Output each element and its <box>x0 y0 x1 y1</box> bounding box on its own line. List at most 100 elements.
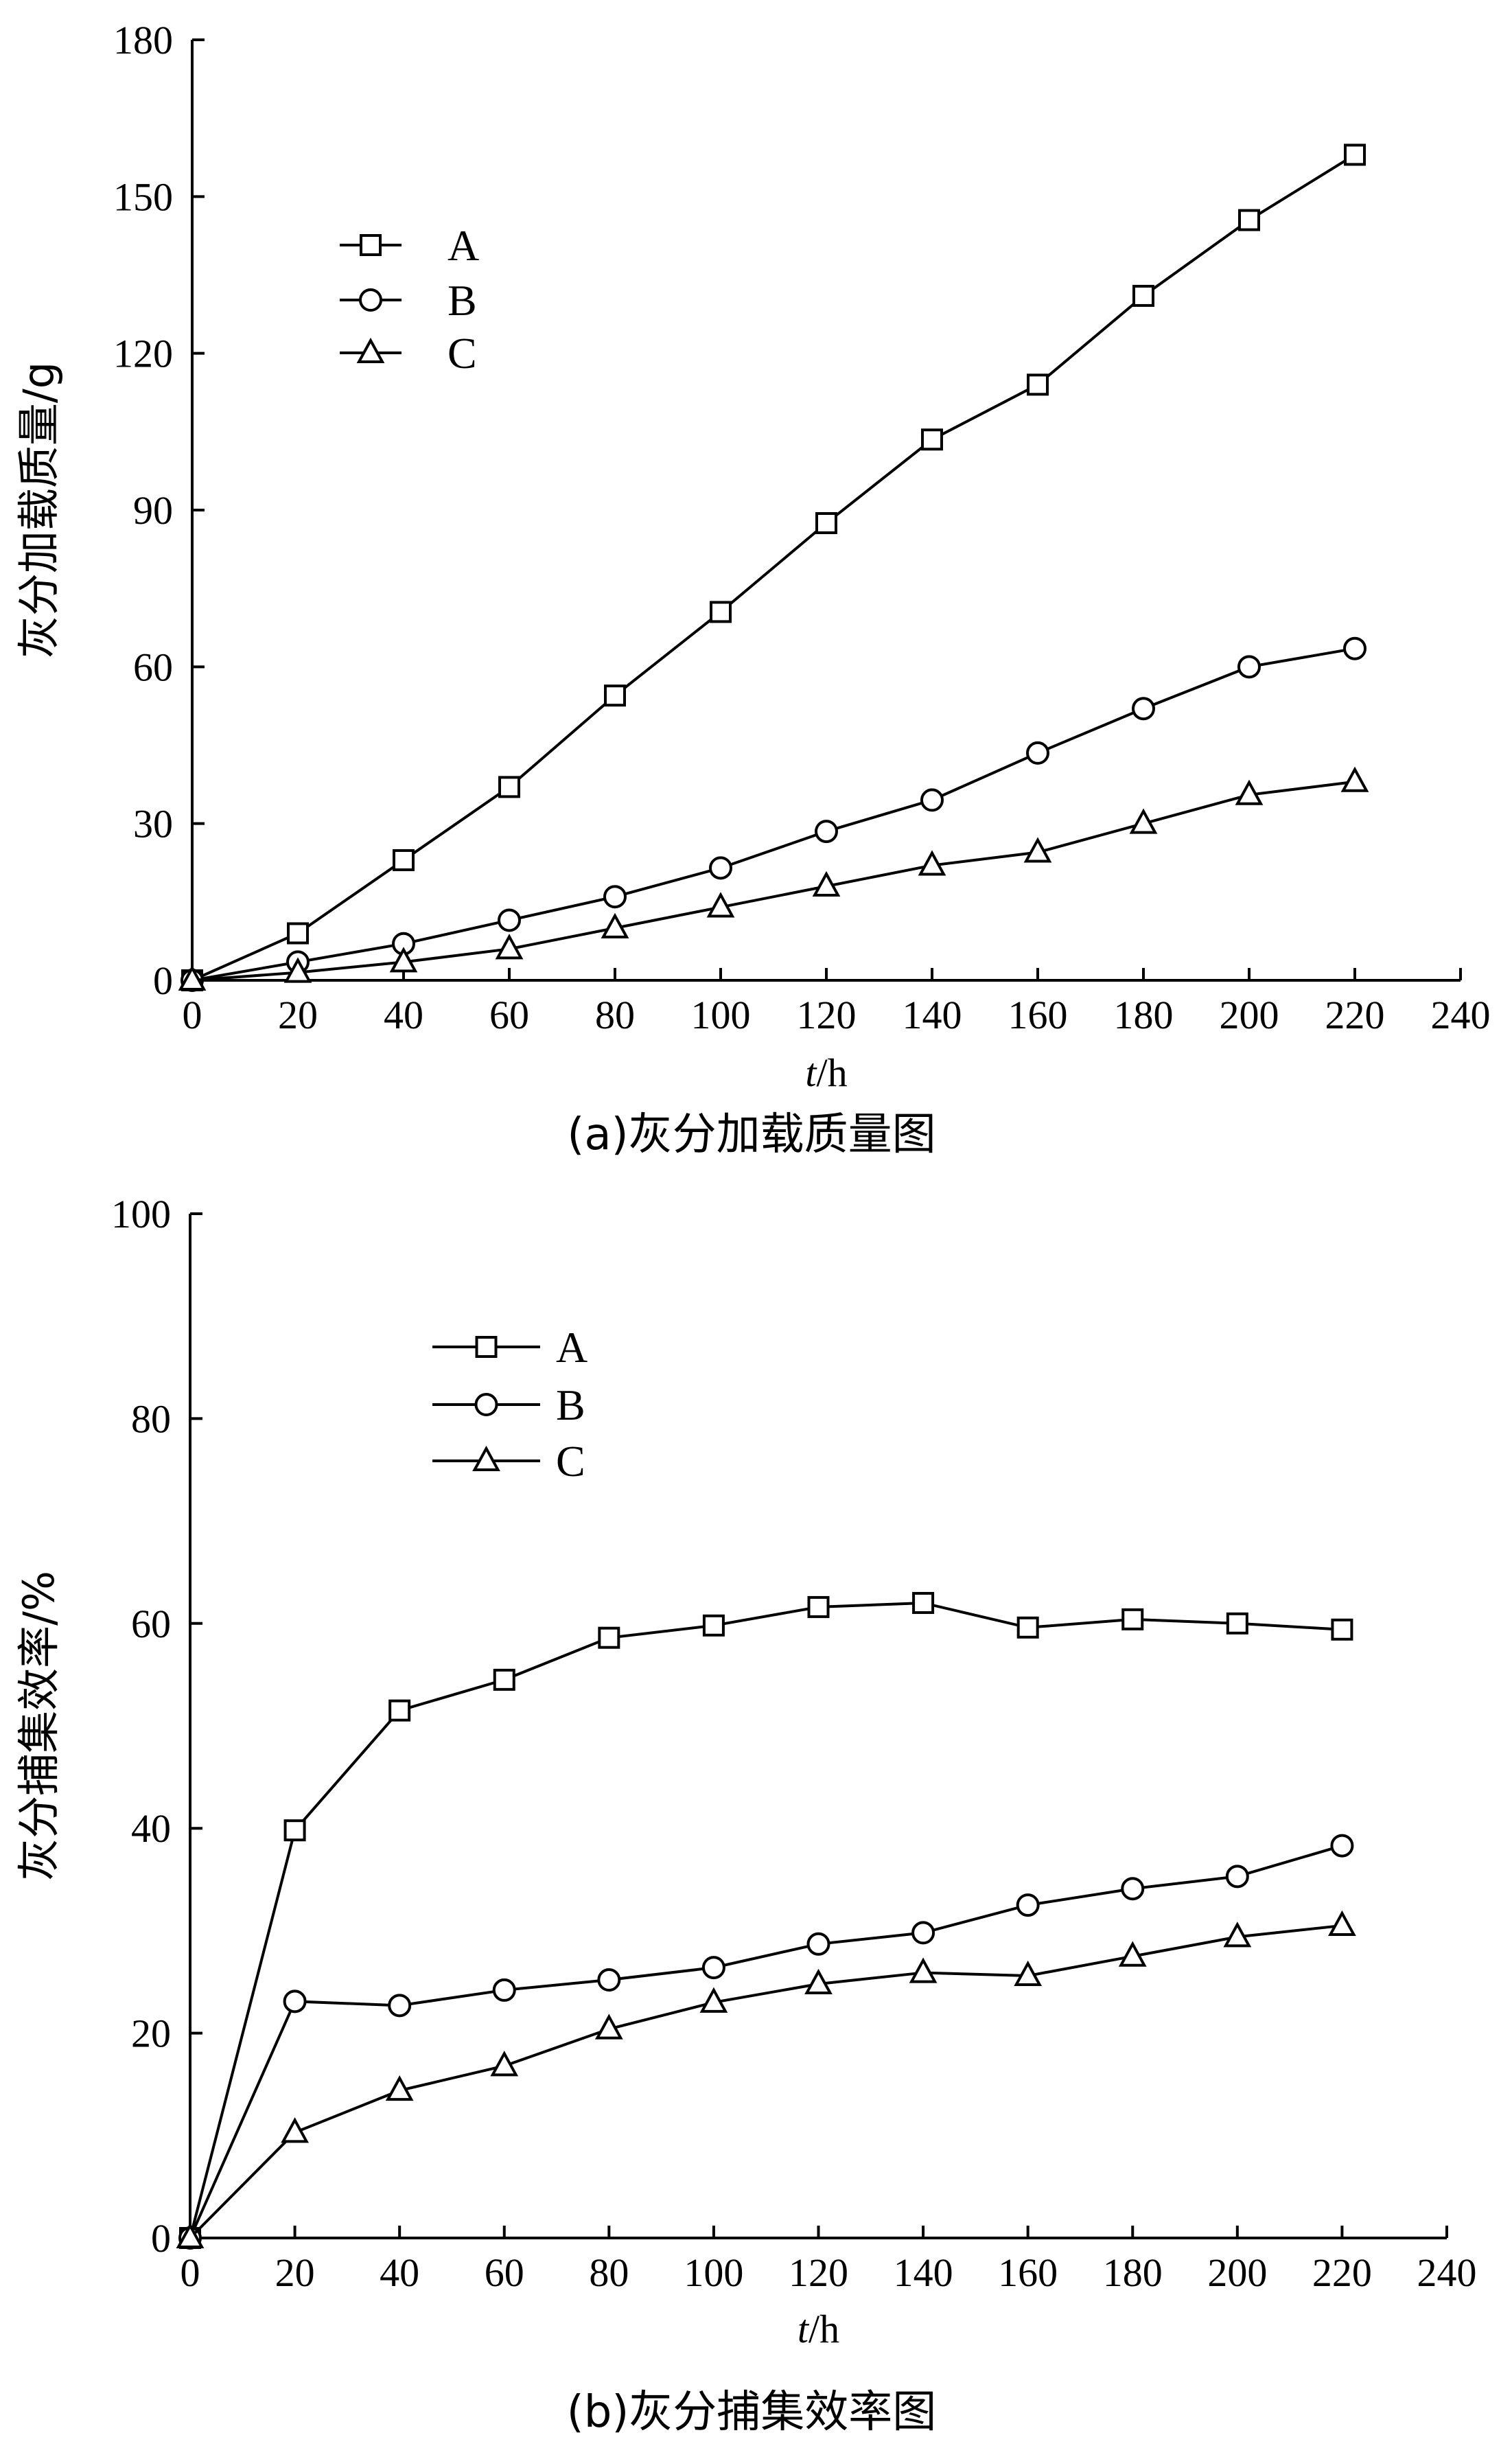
x-tick-label: 80 <box>595 993 635 1037</box>
chart-caption: (a)灰分加载质量图 <box>567 1109 935 1160</box>
data-point-A <box>912 1591 935 1614</box>
data-point-C <box>385 2075 414 2101</box>
data-point-A <box>815 512 837 535</box>
data-point-B <box>911 1921 935 1945</box>
y-tick-label: 0 <box>153 958 173 1003</box>
legend-marker-B <box>359 288 382 312</box>
x-tick-label: 100 <box>691 993 751 1037</box>
data-point-A <box>604 684 626 707</box>
data-point-C <box>281 2117 309 2143</box>
data-point-B <box>388 1994 412 2018</box>
data-point-A <box>1132 284 1154 307</box>
chart-ash-loading-mass: 0 20 40 60 80 100 120 140 160 180 200 220 240 0 30 60 90… <box>14 18 1491 1160</box>
legend-entry-C: C <box>340 329 477 378</box>
x-tick-label: 240 <box>1417 2250 1477 2295</box>
x-tick-label: 140 <box>894 2250 953 2295</box>
data-point-B <box>920 788 944 812</box>
y-axis-label: 灰分加载质量/g <box>14 362 64 658</box>
data-point-B <box>283 1989 307 2014</box>
series-line-C <box>189 1924 1342 2239</box>
data-point-A <box>283 1819 306 1842</box>
x-tick-label: 0 <box>181 2250 200 2295</box>
series-line-B <box>191 647 1356 982</box>
data-point-A <box>921 428 943 451</box>
data-point-B <box>806 1932 830 1956</box>
series-line-B <box>189 1844 1342 2239</box>
data-point-B <box>1237 655 1261 679</box>
data-point-C <box>490 2051 519 2077</box>
series-C <box>178 766 1369 991</box>
data-point-C <box>1223 1922 1252 1948</box>
x-tick-label: 20 <box>275 2250 315 2295</box>
data-point-C <box>909 1957 938 1983</box>
data-point-C <box>594 2014 623 2040</box>
data-point-B <box>498 908 521 932</box>
legend-label-A: A <box>447 221 479 270</box>
data-point-C <box>1129 808 1158 834</box>
data-point-B <box>1225 1865 1249 1889</box>
series-A <box>179 1591 1353 2249</box>
legend-entry-B: B <box>432 1381 585 1429</box>
x-tick-label: 240 <box>1431 993 1491 1037</box>
y-tick-label: 150 <box>113 174 173 219</box>
data-point-A <box>710 601 732 623</box>
x-tick-label: 200 <box>1220 993 1279 1037</box>
data-point-C <box>389 947 418 973</box>
x-tick-label: 180 <box>1103 2250 1163 2295</box>
data-point-A <box>1226 1612 1248 1635</box>
series-B <box>178 1834 1354 2250</box>
data-point-A <box>1016 1616 1039 1639</box>
series-A <box>181 143 1366 991</box>
series-B <box>181 636 1366 992</box>
x-tick-label: 20 <box>278 993 318 1037</box>
data-point-C <box>1235 779 1264 805</box>
x-tick-label: 60 <box>485 2250 524 2295</box>
x-axis-label: t/h <box>798 2307 839 2351</box>
legend-label-B: B <box>556 1381 585 1429</box>
series-line-A <box>191 153 1356 982</box>
y-tick-label: 30 <box>133 802 173 846</box>
legend-marker-B <box>474 1393 498 1416</box>
data-point-B <box>1132 697 1155 721</box>
x-tick-label: 160 <box>1008 993 1068 1037</box>
y-tick-label: 180 <box>113 18 173 62</box>
data-point-B <box>815 820 838 844</box>
chart-caption: (b)灰分捕集效率图 <box>567 2387 937 2438</box>
data-point-B <box>603 885 627 909</box>
data-point-C <box>1023 837 1052 863</box>
x-tick-label: 0 <box>183 993 202 1037</box>
data-point-C <box>706 892 735 918</box>
x-tick-label: 160 <box>998 2250 1058 2295</box>
y-tick-label: 20 <box>131 2011 171 2056</box>
legend-label-B: B <box>447 276 477 325</box>
data-point-A <box>598 1626 620 1649</box>
data-point-A <box>1027 373 1049 396</box>
legend-entry-C: C <box>432 1437 585 1486</box>
legend-entry-B: B <box>340 276 477 325</box>
x-tick-label: 220 <box>1312 2250 1372 2295</box>
legend-marker-C <box>356 337 385 363</box>
y-tick-label: 80 <box>131 1396 171 1441</box>
data-point-C <box>176 2222 205 2248</box>
data-point-A <box>498 776 520 798</box>
legend-label-A: A <box>556 1323 588 1372</box>
legend-entry-A: A <box>432 1323 588 1372</box>
x-tick-label: 200 <box>1207 2250 1267 2295</box>
x-tick-label: 120 <box>797 993 857 1037</box>
data-point-A <box>1238 209 1260 231</box>
y-tick-label: 100 <box>111 1192 171 1236</box>
y-tick-label: 0 <box>151 2216 171 2261</box>
chart-ash-capture-efficiency: 0 20 40 60 80 100 120 140 160 180 200 220 240 0 20 40 60… <box>14 1192 1477 2438</box>
data-point-C <box>812 870 841 897</box>
data-point-C <box>1328 1910 1356 1936</box>
data-point-A <box>493 1668 515 1691</box>
data-point-C <box>1340 766 1369 792</box>
legend-label-C: C <box>556 1437 585 1486</box>
data-point-B <box>1343 636 1366 660</box>
data-point-A <box>702 1614 725 1637</box>
x-tick-label: 100 <box>684 2250 743 2295</box>
data-point-B <box>1330 1834 1354 1858</box>
series-line-C <box>191 780 1356 982</box>
series-line-A <box>189 1601 1342 2239</box>
y-tick-label: 60 <box>133 645 173 689</box>
